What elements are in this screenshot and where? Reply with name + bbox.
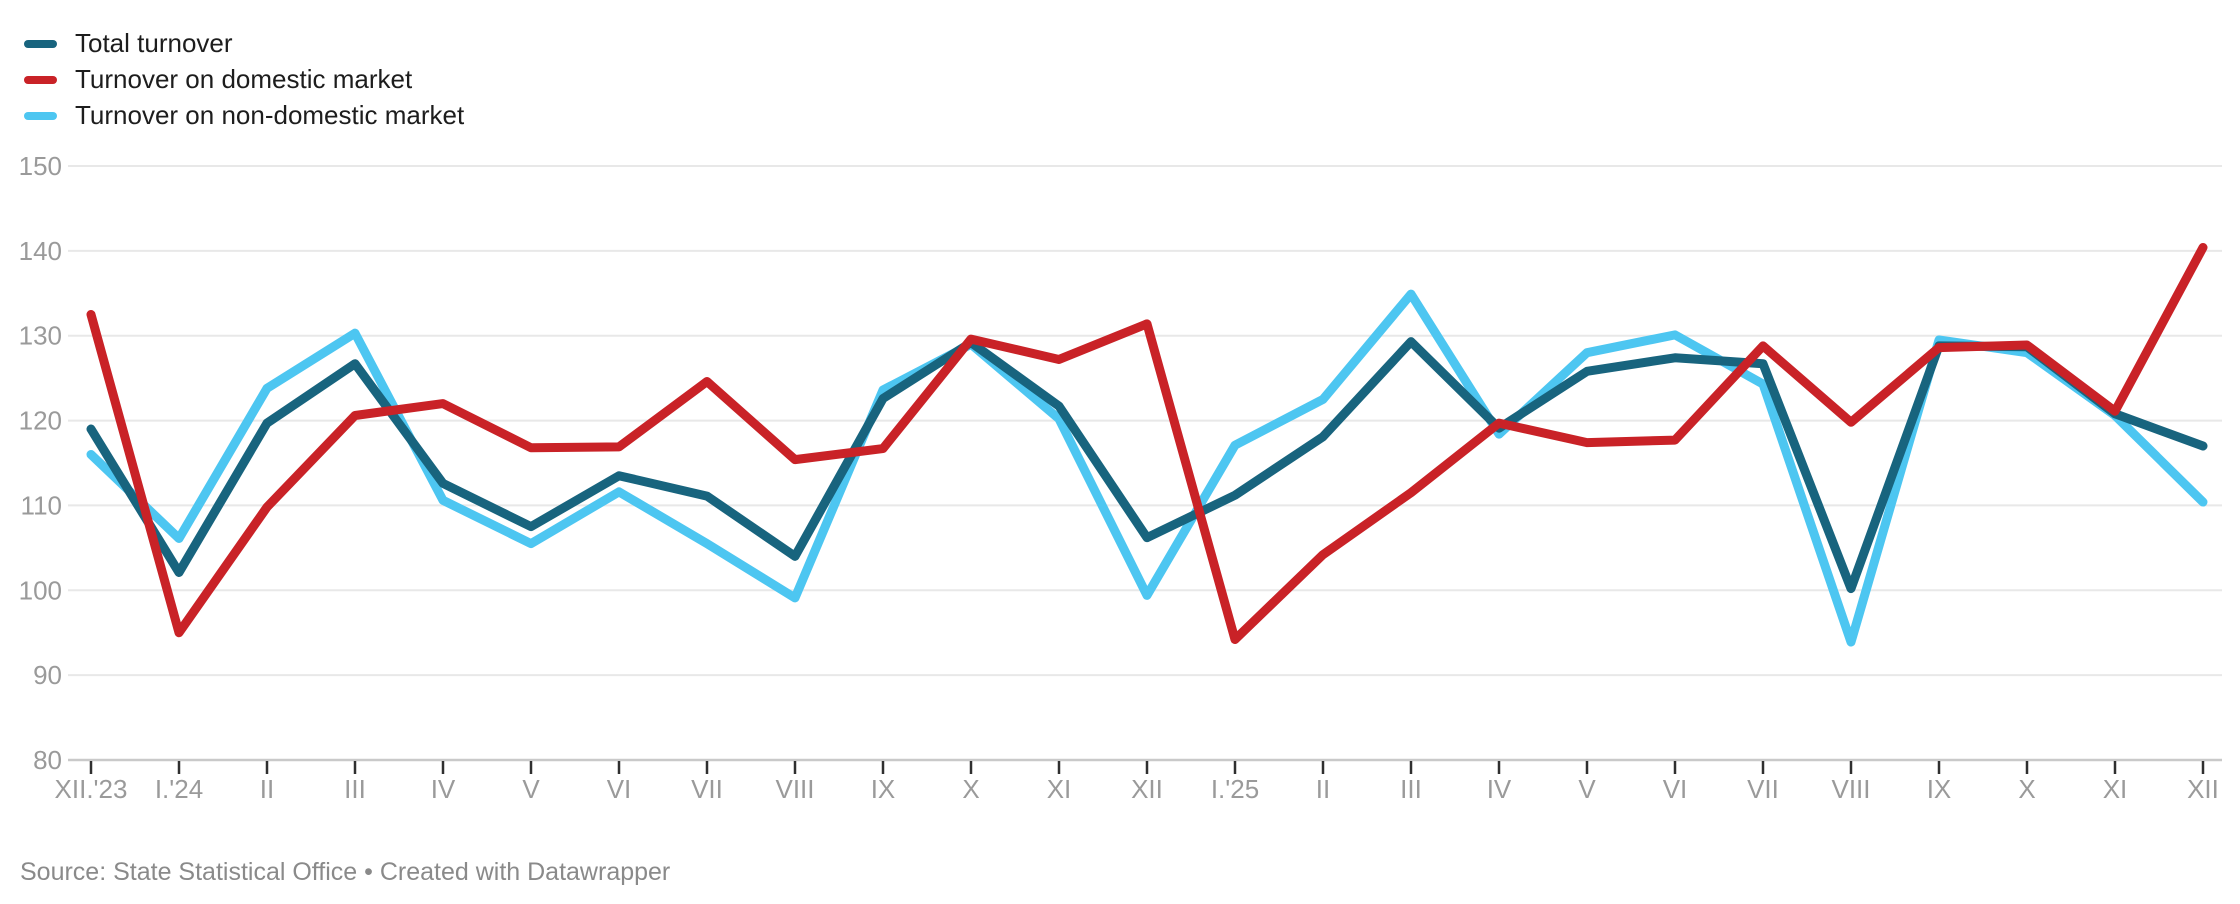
y-tick-label-150: 150 <box>19 151 62 181</box>
x-tick-label: XII <box>1131 774 1163 804</box>
x-tick-label: VI <box>607 774 632 804</box>
legend-swatch-total <box>24 39 57 48</box>
legend-swatch-non-domestic <box>24 111 57 120</box>
x-tick-label: VIII <box>1831 774 1870 804</box>
x-tick-label: III <box>344 774 366 804</box>
x-tick-label: I.'24 <box>155 774 203 804</box>
y-tick-label-110: 110 <box>21 490 62 520</box>
x-tick-label: VII <box>1747 774 1779 804</box>
series-line-total <box>86 337 2208 594</box>
x-tick-label: IV <box>431 774 456 804</box>
x-tick-label: XII <box>2187 774 2219 804</box>
x-tick-label: VIII <box>775 774 814 804</box>
y-tick-label-80: 80 <box>33 745 62 775</box>
legend-swatch-domestic <box>24 75 57 84</box>
x-tick-label: III <box>1400 774 1422 804</box>
x-tick-label: X <box>2018 774 2035 804</box>
legend-label-total: Total turnover <box>75 28 233 58</box>
legend-label-domestic: Turnover on domestic market <box>75 64 413 94</box>
y-tick-label-130: 130 <box>19 321 62 351</box>
x-tick-label: X <box>962 774 979 804</box>
y-tick-label-100: 100 <box>19 575 62 605</box>
x-tick-label: XI <box>2103 774 2128 804</box>
legend-item-domestic: Turnover on domestic market <box>24 66 464 93</box>
x-tick-label: IX <box>1927 774 1952 804</box>
legend-item-total: Total turnover <box>24 30 464 57</box>
x-tick-label: II <box>1316 774 1330 804</box>
x-tick-label: V <box>1578 774 1596 804</box>
x-tick-label: IX <box>871 774 896 804</box>
y-tick-label-90: 90 <box>33 660 62 690</box>
series-line-non-domestic <box>86 289 2208 647</box>
x-tick-label: VII <box>691 774 723 804</box>
x-tick-label: VI <box>1663 774 1688 804</box>
x-tick-label: XII.'23 <box>55 774 128 804</box>
x-tick-label: I.'25 <box>1211 774 1259 804</box>
x-tick-label: IV <box>1487 774 1512 804</box>
y-tick-label-120: 120 <box>19 406 62 436</box>
source-note: Source: State Statistical Office • Creat… <box>20 858 671 886</box>
x-tick-label: II <box>260 774 274 804</box>
legend-label-non-domestic: Turnover on non-domestic market <box>75 100 465 130</box>
legend: Total turnover Turnover on domestic marke… <box>24 30 464 129</box>
legend-item-non-domestic: Turnover on non-domestic market <box>24 102 464 129</box>
y-tick-label-140: 140 <box>19 236 62 266</box>
x-tick-label: V <box>522 774 540 804</box>
x-tick-label: XI <box>1047 774 1072 804</box>
series-line-domestic <box>86 242 2208 645</box>
